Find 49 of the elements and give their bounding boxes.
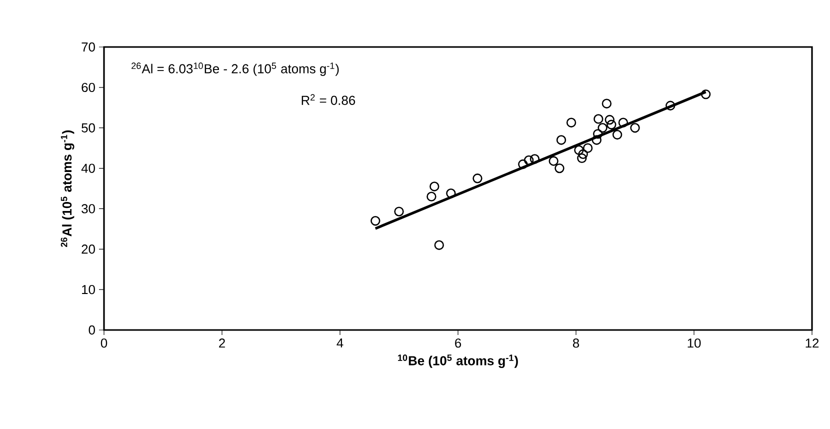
point: [598, 123, 608, 133]
x-tick-label: 6: [455, 338, 462, 348]
point: [618, 118, 628, 128]
point: [548, 156, 558, 166]
x-tick-label: 10: [688, 338, 701, 348]
point: [556, 135, 566, 145]
point: [426, 192, 436, 202]
x-axis-title: $^{10}$Be (10$^{5}$ atoms g$^{-1}$): [398, 354, 518, 368]
point: [518, 159, 528, 170]
point: [582, 143, 593, 153]
point: [592, 135, 602, 145]
x-tick-label: 4: [336, 338, 344, 348]
x-tick-label: 8: [572, 338, 580, 348]
point: [472, 174, 482, 184]
point: [700, 89, 711, 100]
point: [530, 154, 540, 164]
point: [574, 145, 584, 155]
y-tick-label: 70: [82, 42, 95, 52]
y-tick-label: 30: [82, 204, 95, 214]
y-axis-title: $^{26}$Al (10$^{5}$ atoms g$^{-1}$): [60, 130, 74, 247]
point: [394, 206, 404, 216]
point: [604, 114, 614, 125]
annotation: $^{26}$Al = 6.03$^{10}$Be - 2.6 (10$^{5}$ atoms g$^{-1}$): [132, 62, 339, 76]
y-tick-label: 0: [88, 325, 95, 335]
y-tick-label: 10: [82, 284, 95, 294]
y-tick-label: 60: [82, 82, 95, 92]
annotation: R$^{2}$ = 0.86: [302, 94, 356, 105]
point: [630, 123, 640, 133]
point: [446, 188, 456, 198]
point: [430, 182, 440, 192]
point: [554, 163, 564, 174]
y-tick-label: 40: [81, 164, 95, 173]
point: [566, 118, 576, 128]
point: [370, 216, 380, 226]
y-tick-label: 20: [82, 244, 95, 254]
point: [434, 240, 444, 250]
point: [594, 114, 604, 124]
x-tick-label: 2: [219, 338, 225, 348]
x-tick-label: 0: [100, 338, 108, 348]
y-tick-label: 50: [82, 123, 95, 132]
point: [577, 153, 587, 164]
point: [578, 149, 588, 159]
point: [606, 120, 616, 130]
point: [592, 129, 603, 139]
point: [666, 100, 676, 110]
point: [612, 130, 622, 140]
x-tick-label: 12: [806, 338, 819, 348]
point: [524, 155, 534, 166]
point: [602, 98, 612, 108]
